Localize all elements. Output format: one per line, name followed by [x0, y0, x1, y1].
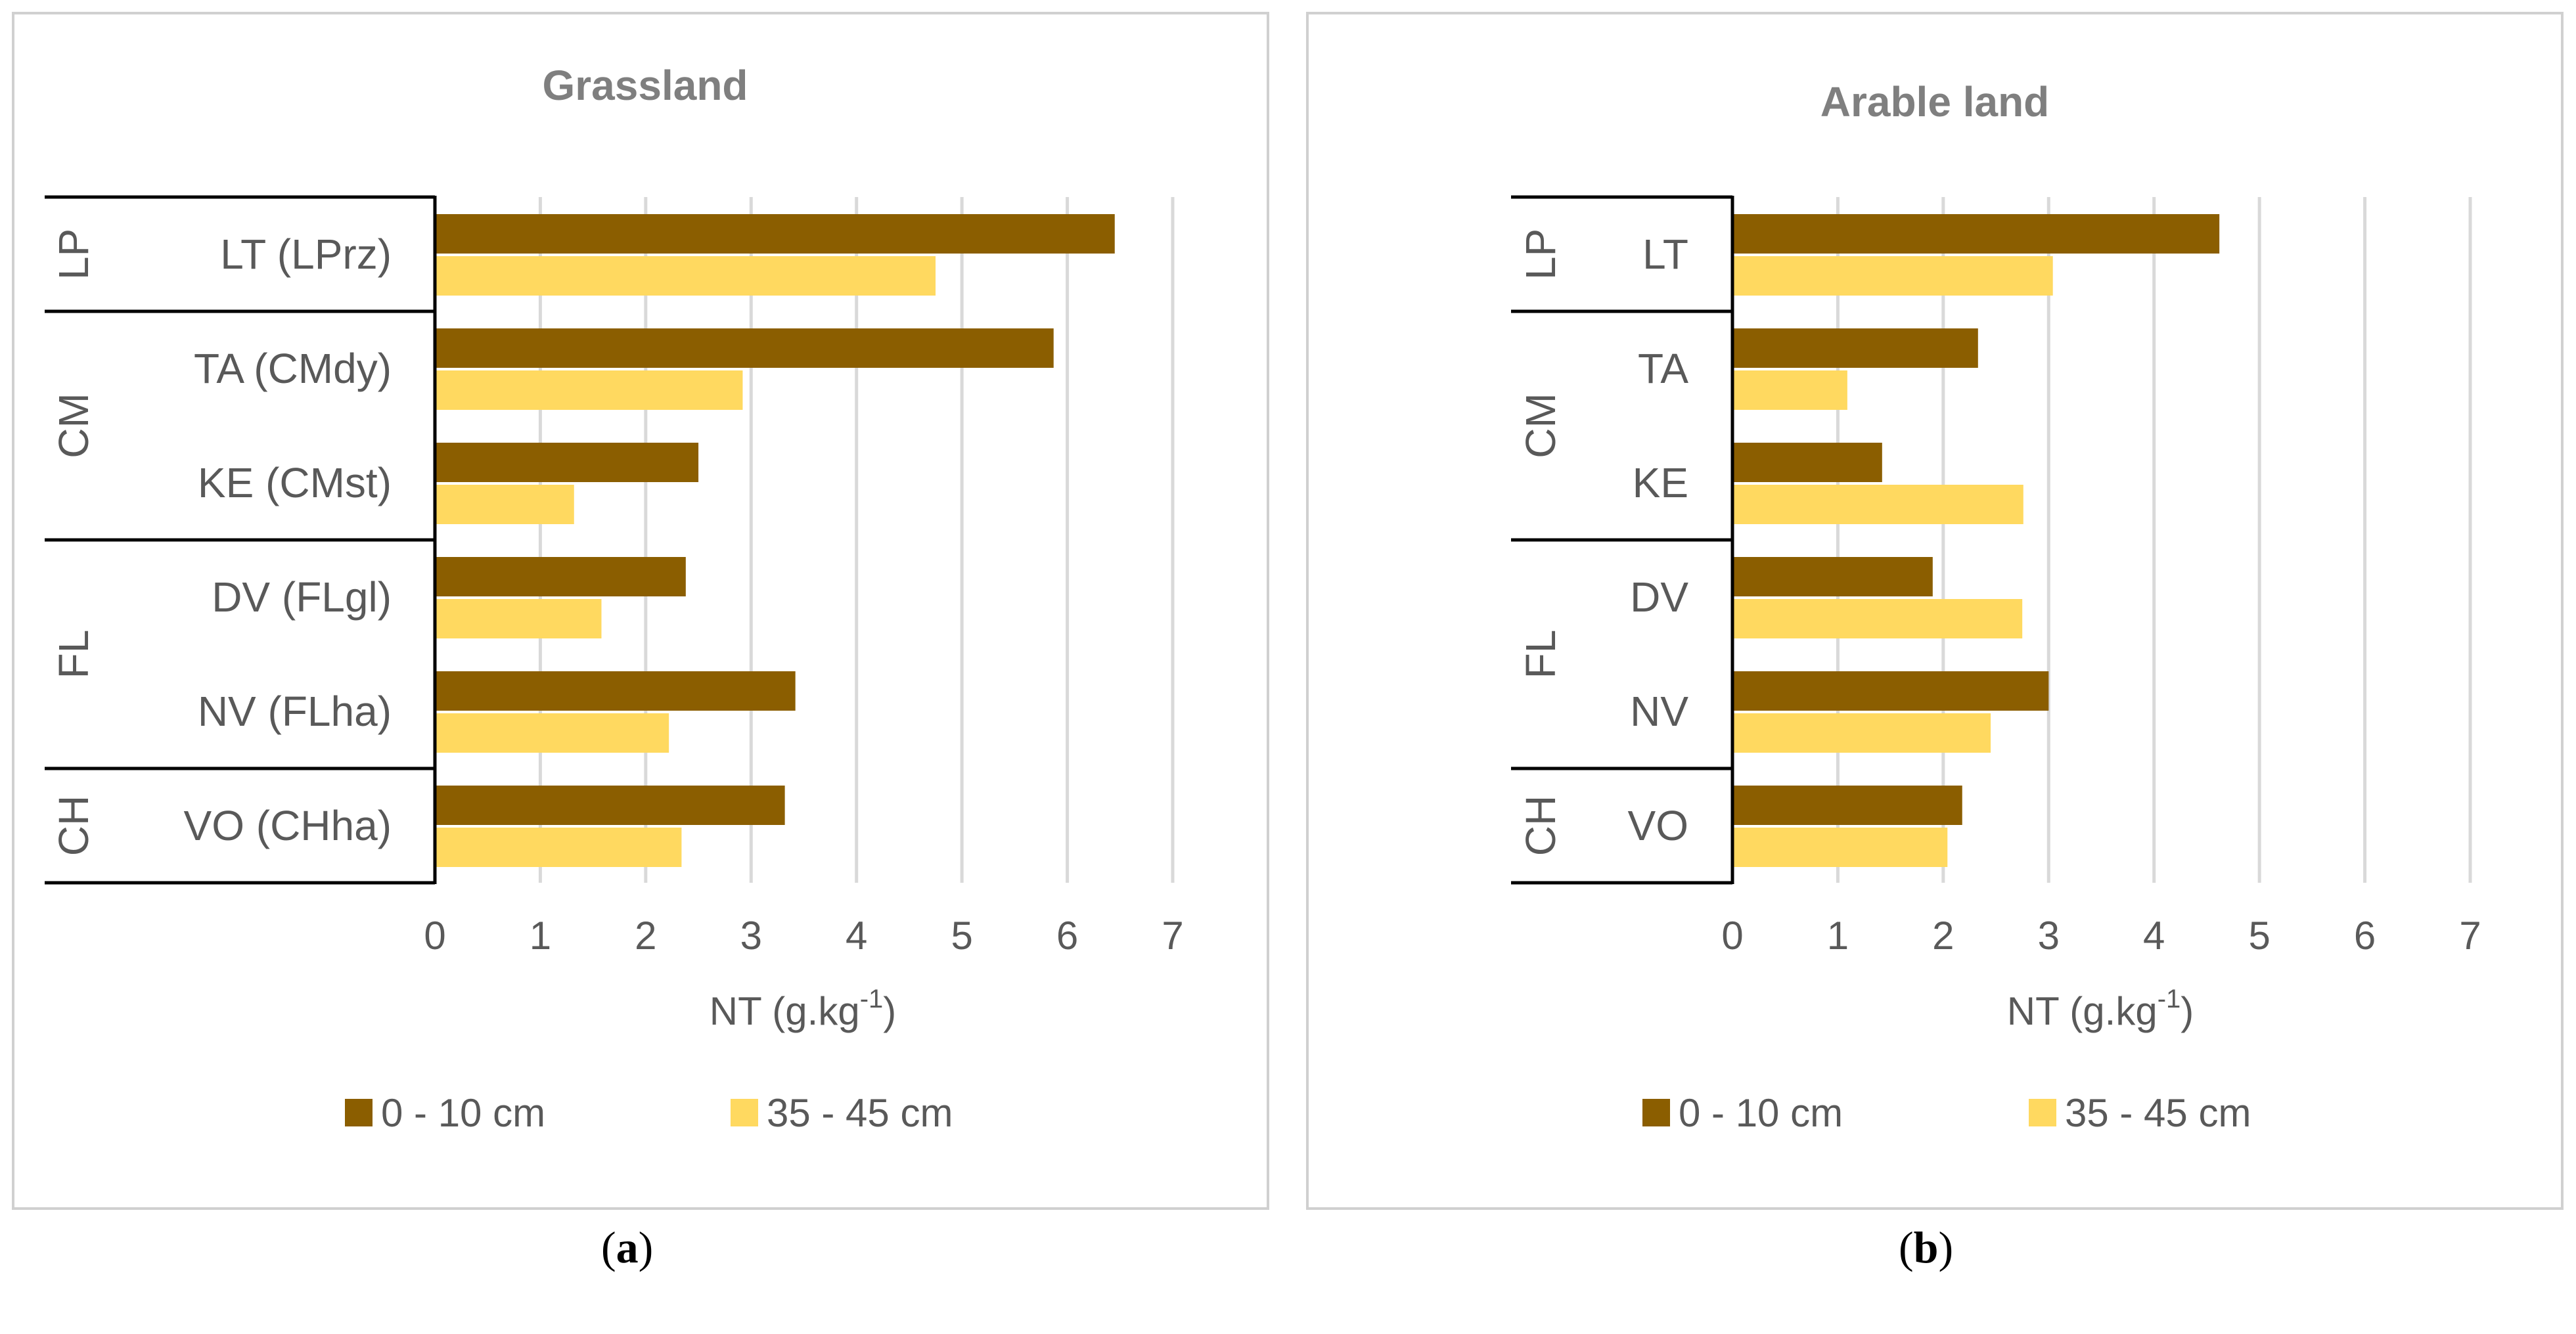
x-tick-label: 6 [2354, 914, 2376, 958]
category-label: DV (FLgl) [212, 573, 392, 621]
chart-grassland: Grassland 0 1 2 3 4 5 6 7 LT (LPrz) TA (CMdy) KE (C… [12, 12, 1269, 1210]
x-tick-label: 2 [1932, 914, 1954, 958]
category-label: VO [1628, 802, 1688, 849]
group-label: CM [1517, 393, 1564, 458]
panel-label-b: (b) [1899, 1222, 1954, 1272]
bar-depth-35-45 [1732, 713, 1991, 753]
chart-frame [12, 12, 1269, 1210]
x-axis-label: NT (g.kg-1) [2007, 985, 2194, 1033]
bar-depth-35-45 [435, 828, 682, 867]
chart-title: Grassland [542, 62, 748, 109]
legend-swatch [1642, 1099, 1670, 1126]
bar-depth-0-10 [435, 557, 686, 596]
x-tick-label: 0 [1721, 914, 1743, 958]
x-tick-label: 4 [2143, 914, 2165, 958]
bar-depth-35-45 [1732, 256, 2053, 296]
bar-depth-0-10 [1732, 786, 1962, 825]
x-tick-label: 3 [2038, 914, 2060, 958]
chart-arable-land: Arable land 0 1 2 3 4 5 6 7 LT TA KE DV NV VO LP CM FL CH N… [1306, 12, 2564, 1210]
group-label: FL [1517, 630, 1564, 679]
bar-depth-35-45 [1732, 599, 2023, 638]
chart-frame [1306, 12, 2564, 1210]
category-label: NV (FLha) [198, 688, 392, 735]
group-label: LP [50, 229, 97, 280]
x-tick-label: 1 [1827, 914, 1849, 958]
x-axis-label-text: NT (g.kg [710, 989, 860, 1033]
legend-swatch [345, 1099, 373, 1126]
x-tick-label: 5 [2248, 914, 2270, 958]
x-tick-label: 7 [1162, 914, 1183, 958]
legend-swatch [731, 1099, 758, 1126]
x-tick-label: 4 [846, 914, 867, 958]
chart-title: Arable land [1820, 78, 2050, 125]
bar-depth-0-10 [1732, 214, 2220, 254]
category-label: LT (LPrz) [220, 231, 392, 278]
group-label: CH [50, 795, 97, 856]
bar-depth-0-10 [1732, 557, 1933, 596]
category-label: KE [1633, 459, 1688, 506]
x-tick-label: 2 [635, 914, 656, 958]
bar-depth-35-45 [435, 256, 936, 296]
x-axis-label-end: ) [2181, 989, 2194, 1033]
x-tick-label: 6 [1056, 914, 1078, 958]
group-label: CM [50, 393, 97, 458]
category-label: TA [1638, 345, 1688, 392]
legend-label: 35 - 45 cm [767, 1091, 953, 1135]
category-label: DV [1630, 573, 1688, 621]
bar-depth-35-45 [1732, 370, 1847, 410]
x-axis-label-text: NT (g.kg [2007, 989, 2158, 1033]
bar-depth-35-45 [1732, 828, 1948, 867]
bar-depth-0-10 [435, 214, 1115, 254]
x-tick-label: 1 [530, 914, 551, 958]
bar-depth-0-10 [1732, 443, 1882, 482]
category-label: NV [1630, 688, 1688, 735]
x-tick-label: 3 [740, 914, 762, 958]
x-axis-label-superscript: -1 [2158, 985, 2181, 1013]
legend-swatch [2029, 1099, 2056, 1126]
group-label: LP [1517, 229, 1564, 280]
bar-depth-0-10 [1732, 328, 1978, 368]
bar-depth-0-10 [435, 443, 699, 482]
legend-label: 0 - 10 cm [381, 1091, 545, 1135]
category-label: KE (CMst) [198, 459, 392, 506]
category-label: VO (CHha) [184, 802, 392, 849]
bar-depth-0-10 [1732, 671, 2049, 711]
bar-depth-35-45 [435, 599, 602, 638]
panel-label-a: (a) [601, 1222, 654, 1272]
bar-depth-35-45 [435, 370, 743, 410]
bar-depth-35-45 [435, 713, 669, 753]
legend-label: 0 - 10 cm [1679, 1091, 1843, 1135]
bar-depth-0-10 [435, 671, 796, 711]
x-tick-label: 0 [424, 914, 445, 958]
bar-depth-35-45 [1732, 485, 2023, 524]
x-axis-label-superscript: -1 [860, 985, 884, 1013]
group-label: CH [1517, 795, 1564, 856]
x-axis-label: NT (g.kg-1) [710, 985, 897, 1033]
legend-label: 35 - 45 cm [2065, 1091, 2251, 1135]
bar-depth-0-10 [435, 786, 785, 825]
category-label: TA (CMdy) [194, 345, 392, 392]
category-label: LT [1642, 231, 1688, 278]
bar-depth-0-10 [435, 328, 1054, 368]
x-tick-label: 5 [951, 914, 972, 958]
x-tick-label: 7 [2459, 914, 2481, 958]
bar-depth-35-45 [435, 485, 574, 524]
x-axis-label-end: ) [883, 989, 896, 1033]
group-label: FL [50, 630, 97, 679]
